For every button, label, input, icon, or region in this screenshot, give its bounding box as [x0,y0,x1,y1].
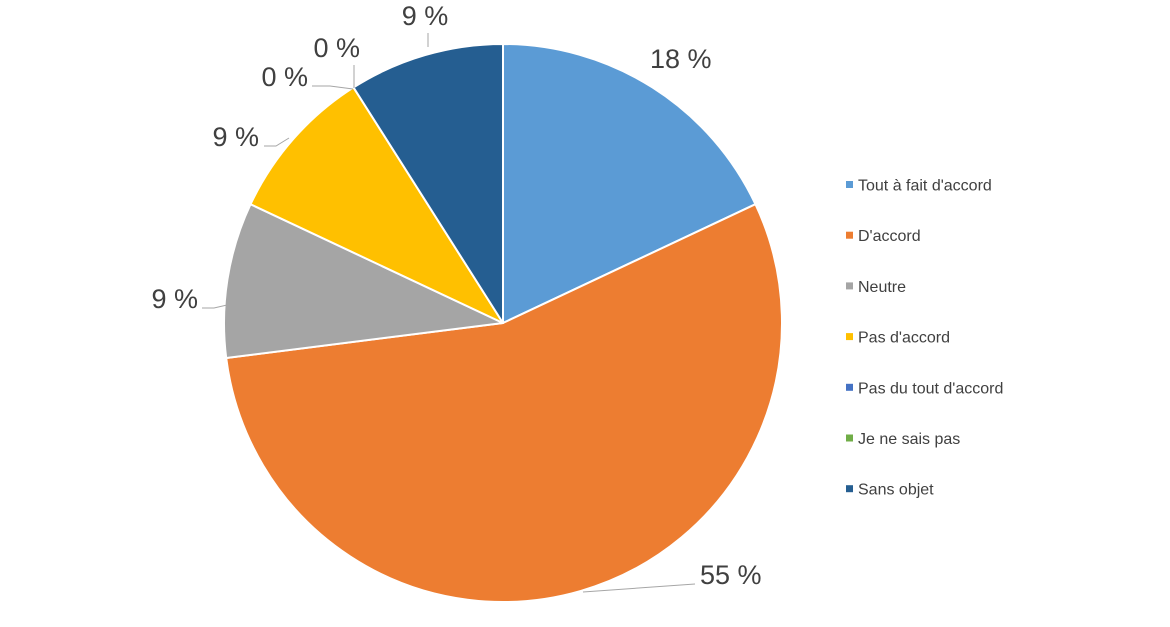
data-label-sans-objet: 9 % [402,1,449,31]
legend-swatch-je-ne-sais-pas [846,434,853,442]
pie-slice-tout-a-fait-d-accord [502,43,757,324]
data-label-tout-a-fait-d-accord: 18 % [650,44,712,74]
data-label-d-accord: 55 % [700,560,762,590]
leader-line-pas-d-accord [264,137,290,147]
leader-line-neutre [202,304,228,309]
data-label-neutre: 9 % [151,284,198,314]
leader-line-pas-du-tout-d-accord [312,85,354,90]
legend-swatch-d-accord [846,231,853,239]
data-labels: 18 %55 %9 %9 %0 %0 %9 % [151,1,761,590]
data-label-pas-du-tout-d-accord: 0 % [261,62,308,92]
legend-label-pas-du-tout-d-accord: Pas du tout d'accord [858,380,1003,397]
legend-label-neutre: Neutre [858,279,906,296]
data-label-je-ne-sais-pas: 0 % [313,33,360,63]
legend-swatch-tout-a-fait-d-accord [846,181,853,188]
legend-swatch-pas-d-accord [846,333,853,341]
legend-swatch-pas-du-tout-d-accord [846,383,853,391]
legend-label-je-ne-sais-pas: Je ne sais pas [858,431,960,448]
leader-line-d-accord [582,583,696,593]
pie-slice-d-accord [225,203,783,603]
legend-label-pas-d-accord: Pas d'accord [858,330,950,347]
legend-swatch-sans-objet [846,485,853,493]
pie-slice-pas-d-accord [249,86,504,324]
legend: Tout à fait d'accord D'accord Neutre Pas d'… [846,178,1003,499]
legend-swatch-neutre [846,282,853,290]
data-label-pas-d-accord: 9 % [212,122,259,152]
legend-label-d-accord: D'accord [858,228,921,245]
legend-label-tout-a-fait-d-accord: Tout à fait d'accord [858,178,992,195]
pie-slice-neutre [223,203,504,359]
pie-slice-sans-objet [352,43,504,324]
pie-slices [223,43,783,603]
legend-label-sans-objet: Sans objet [858,482,934,499]
leader-lines [202,33,696,593]
